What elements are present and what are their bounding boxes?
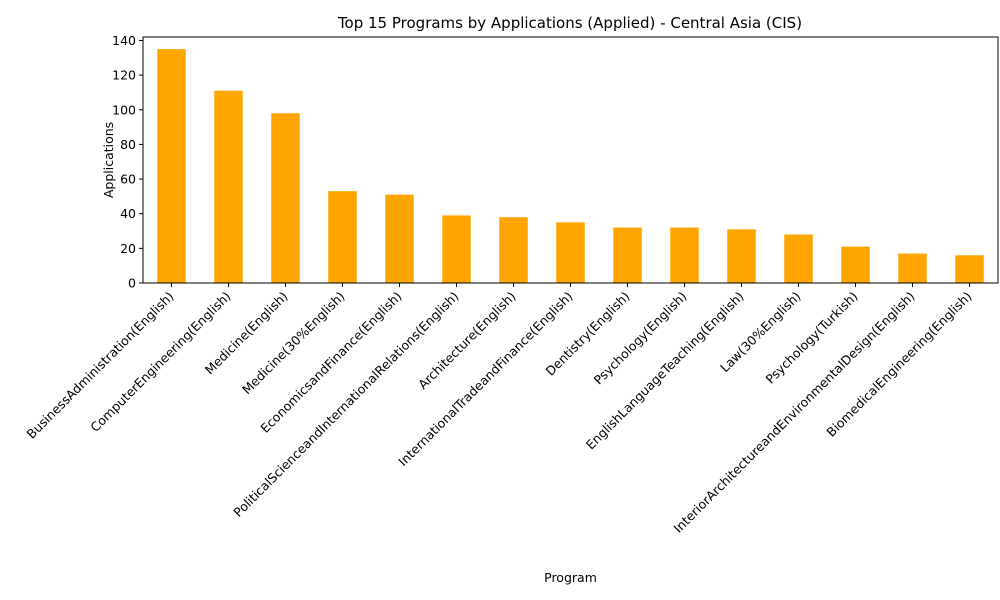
bars-group <box>157 49 984 284</box>
chart-title: Top 15 Programs by Applications (Applied… <box>337 14 802 32</box>
bar <box>556 222 585 283</box>
y-tick-label: 120 <box>112 68 136 83</box>
plot-frame <box>142 36 999 284</box>
bar <box>670 227 699 283</box>
x-axis-label: Program <box>544 570 597 585</box>
bar <box>955 255 984 283</box>
y-axis-label: Applications <box>101 122 116 198</box>
x-tick-label: Medicine(30%English) <box>239 289 348 398</box>
bar <box>157 49 186 283</box>
y-tick-label: 140 <box>112 33 136 48</box>
bar <box>499 217 528 283</box>
y-tick-label: 60 <box>120 172 136 187</box>
bar <box>214 90 243 283</box>
x-tick-label: Psychology(English) <box>591 289 690 388</box>
y-axis: 0 20 40 60 80 100 120 140 <box>112 33 143 291</box>
x-tick-label: Architecture(English) <box>415 289 519 393</box>
bar <box>385 194 414 283</box>
bar <box>727 229 756 283</box>
x-axis: BusinessAdministration(English)ComputerE… <box>24 283 975 536</box>
bar <box>328 191 357 283</box>
bar <box>898 253 927 283</box>
y-tick-label: 20 <box>120 241 136 256</box>
y-tick-label: 0 <box>128 276 136 291</box>
bar <box>613 227 642 283</box>
bar <box>442 215 471 283</box>
bar <box>841 246 870 283</box>
bar <box>271 113 300 284</box>
y-tick-label: 100 <box>112 102 136 117</box>
bar <box>784 234 813 283</box>
y-tick-label: 80 <box>120 137 136 152</box>
y-tick-label: 40 <box>120 206 136 221</box>
